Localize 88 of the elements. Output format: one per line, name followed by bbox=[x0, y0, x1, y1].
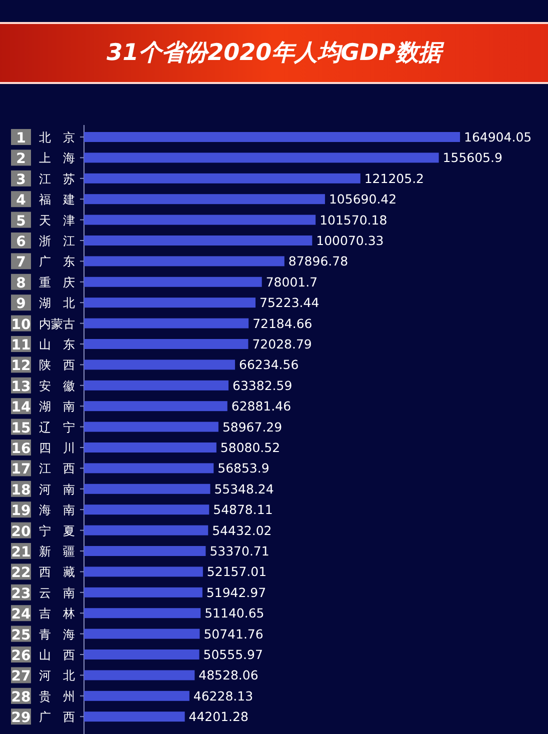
chart-title: 31个省份2020年人均GDP数据 bbox=[106, 40, 444, 66]
y-tick-label: 16 四川 bbox=[11, 441, 87, 457]
y-tick-label: 8 重庆 bbox=[16, 275, 87, 292]
y-tick-label: 27 河北 bbox=[11, 668, 87, 685]
bar bbox=[84, 670, 195, 680]
bar bbox=[84, 214, 316, 225]
bar bbox=[84, 442, 216, 452]
y-tick-label: 3 江苏 bbox=[16, 172, 87, 188]
data-label: 155605.9 bbox=[442, 150, 502, 166]
bar bbox=[84, 587, 202, 598]
bar bbox=[84, 276, 262, 287]
y-tick-label: 1 北京 bbox=[16, 130, 87, 146]
data-label: 75223.44 bbox=[260, 295, 320, 310]
data-label: 63382.59 bbox=[232, 378, 292, 393]
y-tick-label: 22 西藏 bbox=[11, 565, 87, 582]
y-tick-label: 29 广西 bbox=[11, 710, 87, 726]
bar bbox=[84, 712, 185, 722]
bar bbox=[84, 194, 325, 204]
data-label: 72028.79 bbox=[252, 336, 312, 352]
bar bbox=[84, 298, 256, 308]
bar bbox=[84, 318, 249, 328]
data-label: 164904.05 bbox=[464, 130, 532, 144]
bar bbox=[84, 339, 248, 349]
bar bbox=[84, 525, 208, 536]
y-tick-label: 7 广东 bbox=[16, 254, 87, 271]
bar bbox=[84, 463, 214, 474]
y-tick-label: 15 辽宁 bbox=[11, 420, 87, 436]
bar bbox=[84, 566, 203, 577]
data-label: 66234.56 bbox=[239, 357, 299, 372]
bar bbox=[84, 650, 200, 660]
bar bbox=[84, 422, 218, 432]
bar bbox=[84, 608, 201, 618]
data-label: 50555.97 bbox=[203, 647, 263, 662]
y-tick-label: 20 宁夏 bbox=[11, 524, 87, 540]
bar bbox=[84, 173, 360, 184]
y-tick-label: 6 浙江 bbox=[16, 234, 87, 250]
y-tick-label: 5 天津 bbox=[16, 213, 87, 230]
bar bbox=[84, 401, 228, 412]
y-tick-label: 25 青海 bbox=[11, 627, 87, 644]
y-tick-label: 14 湖南 bbox=[11, 400, 87, 416]
data-label: 53370.71 bbox=[210, 544, 270, 558]
data-label: 58967.29 bbox=[222, 419, 282, 434]
data-label: 72184.66 bbox=[252, 316, 312, 331]
y-tick-label: 11 山东 bbox=[11, 338, 87, 354]
data-label: 62881.46 bbox=[231, 398, 292, 414]
data-label: 56853.9 bbox=[218, 460, 270, 476]
data-label: 101570.18 bbox=[320, 212, 388, 228]
data-label: 78001.7 bbox=[266, 274, 318, 290]
data-label: 51942.97 bbox=[206, 584, 266, 600]
data-label: 54878.11 bbox=[213, 502, 273, 518]
y-tick-label: 9 湖北 bbox=[16, 296, 87, 312]
y-tick-label: 17 江西 bbox=[11, 462, 87, 478]
y-tick-label: 21 新疆 bbox=[11, 544, 87, 560]
bar bbox=[84, 380, 229, 390]
bar bbox=[84, 360, 236, 370]
data-label: 44201.28 bbox=[188, 709, 248, 724]
y-tick-label: 2 上海 bbox=[16, 151, 87, 168]
bar bbox=[84, 628, 200, 639]
y-tick-label: 26 山西 bbox=[11, 648, 87, 664]
y-tick-label: 12 陕西 bbox=[11, 358, 87, 374]
y-tick-label: 4 福建 bbox=[16, 192, 87, 209]
bar bbox=[84, 236, 312, 246]
y-tick-label: 13 安徽 bbox=[11, 378, 87, 395]
y-tick-label: 28 贵州 bbox=[11, 689, 87, 706]
y-tick-label: 19 海南 bbox=[11, 503, 87, 520]
data-label: 87896.78 bbox=[288, 254, 348, 269]
y-tick-label: 18 河南 bbox=[11, 482, 87, 498]
y-tick-label: 10 内蒙古 bbox=[11, 316, 75, 333]
data-label: 121205.2 bbox=[364, 170, 424, 186]
bar bbox=[84, 504, 210, 515]
data-label: 55348.24 bbox=[214, 481, 274, 496]
data-label: 58080.52 bbox=[220, 440, 280, 455]
y-tick-label: 23 云南 bbox=[11, 586, 87, 602]
y-tick-label: 24 吉林 bbox=[11, 606, 87, 623]
data-label: 52157.01 bbox=[206, 564, 267, 580]
data-label: 100070.33 bbox=[316, 233, 384, 248]
bar bbox=[84, 690, 190, 701]
data-label: 105690.42 bbox=[328, 192, 397, 207]
data-label: 51140.65 bbox=[204, 606, 264, 621]
data-label: 54432.02 bbox=[212, 522, 272, 538]
data-label: 46228.13 bbox=[193, 688, 254, 704]
bar bbox=[84, 152, 439, 163]
bar bbox=[84, 132, 460, 142]
bar bbox=[84, 484, 210, 494]
bar bbox=[84, 546, 206, 556]
bar bbox=[84, 256, 284, 266]
data-label: 48528.06 bbox=[198, 668, 258, 683]
data-label: 50741.76 bbox=[204, 626, 264, 642]
